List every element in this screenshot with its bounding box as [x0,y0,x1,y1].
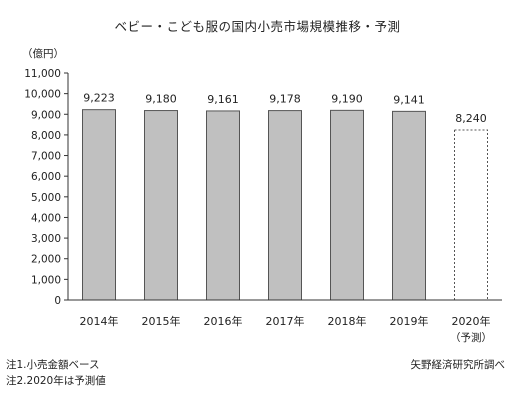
chart-title: ベビー・こども服の国内小売市場規模推移・予測 [114,19,401,34]
value-labels: 9,223 9,180 9,161 9,178 9,190 9,141 8,240 [83,92,487,125]
bar-value-label: 9,180 [145,93,177,106]
bar-forecast [454,129,488,301]
y-tick-label: 9,000 [31,109,61,121]
x-tick-label: 2015年 [142,314,181,328]
bar-value-label: 9,178 [269,93,301,106]
y-tick-label: 6,000 [31,171,61,183]
bar [392,110,426,301]
bar-value-label: 9,223 [83,92,115,105]
y-tick-label: 7,000 [31,151,61,163]
footnote-2: 注2.2020年は予測値 [6,375,106,387]
y-tick-label: 2,000 [31,254,61,266]
bar [268,110,302,301]
y-tick-label: 3,000 [31,233,61,245]
bars [82,109,488,301]
source-credit: 矢野経済研究所調べ [410,359,506,371]
bar-value-label: 8,240 [455,112,487,125]
bar-value-label: 9,161 [207,93,239,106]
bar [330,109,364,301]
x-tick-label: 2017年 [266,314,305,328]
bar [206,110,240,301]
footnote-1: 注1.小売金額ベース [6,359,100,371]
y-tick-label: 10,000 [24,89,61,101]
x-tick-label: 2020年 [452,314,491,328]
bar-value-label: 9,141 [393,93,425,106]
y-tick-label: 11,000 [24,68,61,80]
bar [144,110,178,301]
y-axis-unit-label: （億円） [22,48,64,60]
x-tick-label: 2016年 [204,314,243,328]
y-tick-label: 4,000 [31,212,61,224]
x-axis: 2014年 2015年 2016年 2017年 2018年 2019年 2020年 （予測） [68,299,502,344]
bar [82,109,116,301]
x-tick-sublabel: （予測） [450,331,492,344]
y-tick-label: 0 [54,295,61,307]
y-tick-label: 1,000 [31,274,61,286]
bar-value-label: 9,190 [331,92,363,105]
x-tick-label: 2018年 [328,314,367,328]
x-tick-label: 2019年 [390,314,429,328]
y-tick-label: 5,000 [31,192,61,204]
y-axis: 0 1,000 2,000 3,000 4,000 5,000 6,000 7,000 8,00… [24,68,69,307]
x-tick-label: 2014年 [80,314,119,328]
y-tick-label: 8,000 [31,130,61,142]
